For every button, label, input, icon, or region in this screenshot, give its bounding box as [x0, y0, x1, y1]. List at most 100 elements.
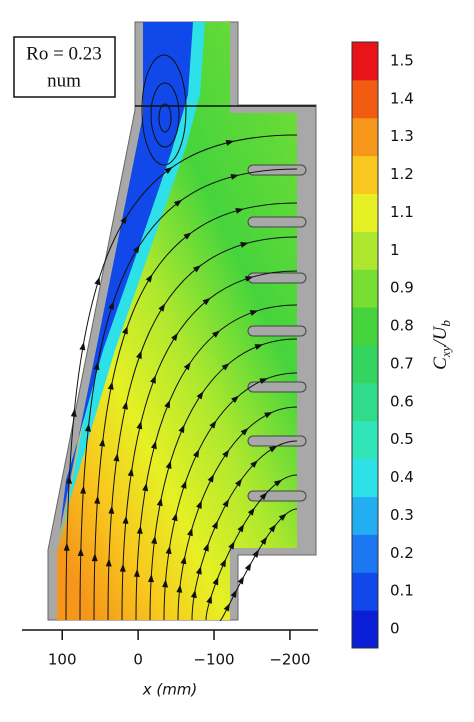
- colorbar-band: [352, 155, 378, 194]
- recirculation-zone: [60, 22, 193, 530]
- arrow: [147, 574, 154, 583]
- colorbar-band: [352, 382, 378, 422]
- vortex: [141, 54, 187, 166]
- fins: [247, 164, 307, 502]
- colorbar-band: [352, 345, 378, 384]
- arrow: [165, 460, 172, 470]
- colorbar-tick-label: 0.2: [390, 544, 414, 562]
- arrow: [79, 342, 86, 351]
- x-tick-label: −100: [193, 651, 234, 669]
- arrow: [173, 199, 183, 207]
- arrow: [80, 485, 87, 494]
- arrow: [108, 301, 114, 310]
- arrow: [187, 527, 193, 537]
- arrow: [99, 438, 106, 447]
- arrow: [77, 547, 84, 557]
- arrow: [119, 563, 126, 572]
- colorbar-frame: [351, 41, 379, 649]
- arrow: [136, 350, 142, 360]
- colorbar-tick-label: 0.5: [390, 430, 414, 448]
- arrow: [230, 589, 237, 598]
- arrow: [222, 498, 229, 508]
- arrow: [278, 513, 287, 521]
- arrow: [240, 427, 249, 436]
- colorbar-band: [352, 610, 378, 649]
- arrow: [107, 381, 114, 390]
- arrow: [113, 453, 120, 462]
- arrow: [250, 460, 258, 468]
- arrow: [259, 492, 268, 501]
- fin: [247, 490, 307, 502]
- colorbar-band: [352, 420, 378, 460]
- colorbar-tick-label: 1.5: [390, 51, 414, 69]
- annotation-box: [13, 36, 116, 98]
- flow-field: [57, 22, 297, 620]
- arrow: [136, 525, 143, 534]
- arrow: [196, 391, 204, 400]
- colorbar-tick-label: 0.7: [390, 354, 414, 372]
- colorbar-tick-label: 1.1: [390, 203, 414, 221]
- arrow: [269, 445, 278, 453]
- arrow: [230, 173, 240, 180]
- arrow: [164, 166, 173, 174]
- colorbar-band: [352, 269, 378, 308]
- arrow: [254, 344, 264, 350]
- arrow: [237, 575, 244, 585]
- arrow: [231, 395, 240, 404]
- arrow: [192, 449, 200, 458]
- x-tick-label: 0: [133, 651, 143, 669]
- arrow: [180, 555, 187, 565]
- arrow: [235, 478, 243, 487]
- flow-domain: [47, 21, 317, 621]
- arrow: [260, 536, 268, 545]
- colorbar-band: [352, 117, 378, 157]
- arrow: [209, 420, 217, 429]
- fin: [247, 325, 307, 337]
- arrow: [127, 468, 134, 477]
- arrow: [235, 207, 244, 214]
- arrow: [252, 549, 259, 558]
- arrow: [94, 276, 101, 286]
- arrow: [244, 562, 252, 572]
- fin: [247, 381, 307, 393]
- colorbar-label: Cxy/Ub: [430, 320, 453, 370]
- arrow: [211, 520, 218, 530]
- arrow: [162, 579, 169, 588]
- arrow: [203, 543, 209, 552]
- arrow: [223, 603, 230, 612]
- arrow: [142, 482, 149, 492]
- label-part: /U: [430, 325, 451, 346]
- arrow: [165, 545, 172, 555]
- arrow: [221, 362, 230, 371]
- arrow: [70, 408, 77, 417]
- vortex-line: [150, 82, 180, 148]
- arrow: [108, 505, 115, 514]
- arrow: [156, 497, 163, 507]
- arrow: [84, 423, 91, 432]
- arrow: [94, 495, 101, 504]
- colorbar: 0 0.1 0.2 0.3 0.4 0.5 0.6 0.7 0.8 0.9 1 1.1 1.2 1.3 1.…: [351, 41, 414, 649]
- arrow: [240, 242, 249, 248]
- arrow: [219, 558, 226, 568]
- arrow: [225, 139, 235, 146]
- arrow: [259, 378, 268, 385]
- arrow: [228, 541, 235, 550]
- arrow: [237, 523, 245, 533]
- colorbar-band: [352, 307, 378, 346]
- arrow: [171, 512, 178, 522]
- colorbar-band: [352, 231, 378, 270]
- arrow: [183, 232, 192, 240]
- arrow: [150, 440, 157, 450]
- colorbar-band: [352, 534, 378, 573]
- x-tick-label: −200: [269, 651, 310, 669]
- colorbar-tick-label: 0.9: [390, 279, 414, 297]
- arrow: [133, 244, 140, 254]
- streamline: [205, 474, 298, 621]
- arrow: [196, 500, 202, 509]
- arrow: [164, 399, 171, 409]
- arrow: [145, 274, 153, 283]
- arrow: [91, 553, 98, 562]
- streamlines: [63, 134, 298, 621]
- arrow: [206, 595, 213, 604]
